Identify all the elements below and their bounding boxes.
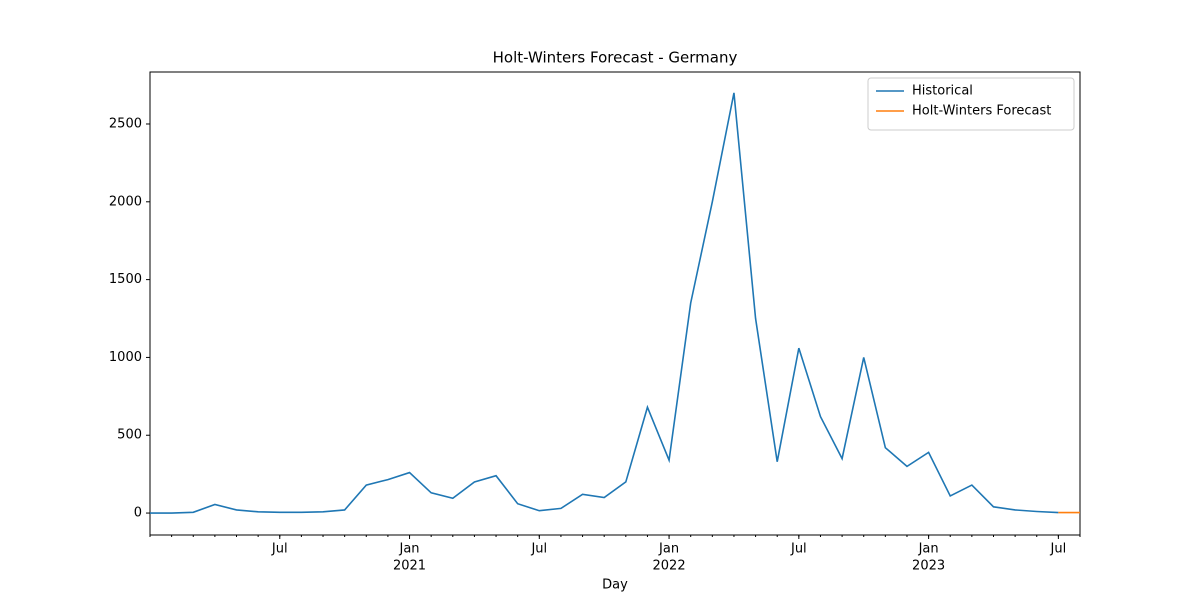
legend-label: Holt-Winters Forecast bbox=[912, 104, 1051, 119]
x-tick-year: 2023 bbox=[912, 559, 945, 574]
x-tick-label: Jul bbox=[1050, 542, 1067, 557]
y-tick-label: 2000 bbox=[109, 194, 142, 209]
series-line bbox=[150, 92, 1059, 514]
x-tick-label: Jul bbox=[790, 542, 807, 557]
x-tick-label: Jan bbox=[399, 542, 420, 557]
y-tick-label: 0 bbox=[134, 506, 142, 521]
legend-box bbox=[867, 77, 1075, 131]
x-tick-label: Jul bbox=[271, 542, 288, 557]
y-tick-label: 2500 bbox=[109, 116, 142, 131]
plot-frame bbox=[149, 71, 1081, 536]
legend-label: Historical bbox=[912, 84, 973, 99]
x-tick-label: Jan bbox=[918, 542, 939, 557]
y-tick-label: 1500 bbox=[109, 272, 142, 287]
x-tick-year: 2022 bbox=[653, 559, 686, 574]
x-tick-year: 2021 bbox=[393, 559, 426, 574]
x-axis-label: Day bbox=[602, 578, 628, 593]
x-tick-label: Jul bbox=[530, 542, 547, 557]
y-tick-label: 1000 bbox=[109, 350, 142, 365]
y-tick-label: 500 bbox=[117, 428, 142, 443]
chart-title: Holt-Winters Forecast - Germany bbox=[493, 49, 738, 67]
x-tick-label: Jan bbox=[658, 542, 679, 557]
